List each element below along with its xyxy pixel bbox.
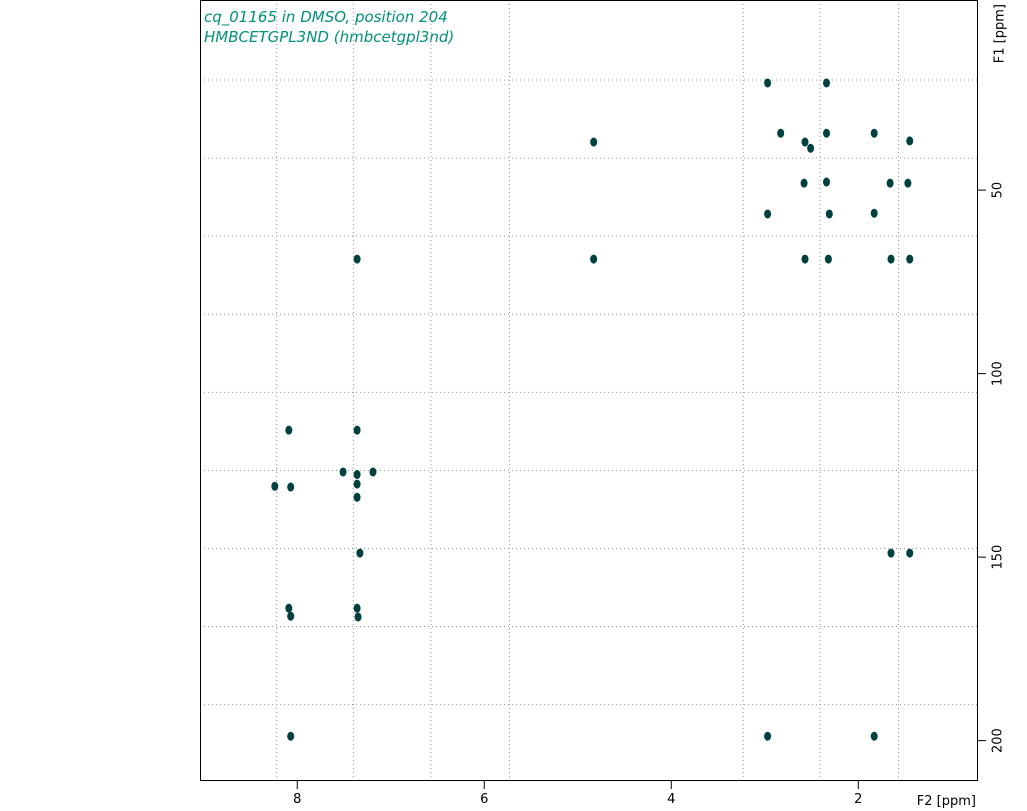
- peak: [356, 548, 364, 558]
- peak: [590, 254, 598, 264]
- plot-frame: [200, 0, 978, 781]
- peak: [339, 467, 347, 477]
- peak: [886, 178, 894, 188]
- y-tick-label: 150: [991, 545, 1006, 570]
- peak: [823, 177, 831, 187]
- y-axis-label: F1 [ppm]: [993, 4, 1008, 63]
- peak: [906, 254, 914, 264]
- peak: [800, 178, 808, 188]
- peak: [287, 611, 295, 621]
- peak: [369, 467, 377, 477]
- peak: [353, 603, 361, 613]
- peak: [764, 731, 772, 741]
- peak: [354, 612, 362, 622]
- peak: [590, 137, 598, 147]
- x-tick-label: 2: [854, 792, 862, 807]
- x-tick-label: 4: [667, 792, 675, 807]
- y-tick-label: 200: [991, 728, 1006, 753]
- peak: [353, 470, 361, 480]
- peak: [287, 482, 295, 492]
- peak: [777, 128, 785, 138]
- peak: [906, 136, 914, 146]
- peak: [807, 143, 815, 153]
- peak: [887, 548, 895, 558]
- peak: [825, 209, 833, 219]
- peak: [801, 254, 809, 264]
- peak: [824, 254, 832, 264]
- peak: [287, 731, 295, 741]
- peak: [904, 178, 912, 188]
- x-tick-label: 8: [293, 792, 301, 807]
- chart-subtitle: HMBCETGPL3ND (hmbcetgpl3nd): [204, 28, 454, 46]
- peak: [870, 731, 878, 741]
- peak: [801, 137, 809, 147]
- peak: [764, 78, 772, 88]
- y-tick-label: 100: [991, 361, 1006, 386]
- peak: [823, 78, 831, 88]
- peak: [870, 208, 878, 218]
- peak: [271, 481, 279, 491]
- peak: [353, 492, 361, 502]
- chart-title: cq_01165 in DMSO, position 204: [204, 8, 448, 27]
- peak: [285, 425, 293, 435]
- peak: [285, 603, 293, 613]
- peak: [764, 209, 772, 219]
- peak: [353, 479, 361, 489]
- x-axis-label: F2 [ppm]: [917, 794, 976, 809]
- peak: [906, 548, 914, 558]
- x-tick-label: 6: [480, 792, 488, 807]
- y-tick-label: 50: [991, 182, 1006, 199]
- peak: [887, 254, 895, 264]
- peak: [353, 425, 361, 435]
- peak: [870, 128, 878, 138]
- peak: [353, 254, 361, 264]
- peak: [823, 128, 831, 138]
